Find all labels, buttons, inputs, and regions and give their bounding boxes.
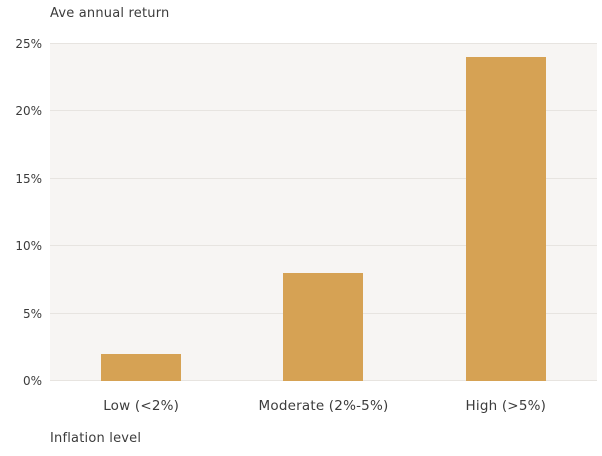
y-axis-title: Ave annual return <box>50 6 170 21</box>
x-axis-title: Inflation level <box>50 431 142 446</box>
y-tick-label: 5% <box>22 306 42 321</box>
bar-slot <box>50 44 232 381</box>
bar-slot <box>415 44 597 381</box>
y-tick-label: 15% <box>15 171 42 186</box>
bar <box>101 354 182 381</box>
bar <box>283 273 364 381</box>
y-tick-label: 20% <box>15 104 42 119</box>
x-tick-label: Low (<2%) <box>103 398 180 414</box>
x-tick-label: High (>5%) <box>465 398 547 414</box>
gridline <box>50 177 597 179</box>
gridline <box>50 245 597 247</box>
y-tick-label: 10% <box>15 239 42 254</box>
gridline <box>50 110 597 112</box>
y-tick-label: 0% <box>22 374 42 388</box>
plot-area <box>50 43 597 381</box>
x-tick-label: Moderate (2%-5%) <box>258 398 389 414</box>
bar <box>465 57 546 381</box>
bars-container <box>50 44 597 381</box>
gridline <box>50 43 597 44</box>
y-axis: 0% 5% 10% 15% 20% 25% <box>0 37 42 388</box>
bar-slot <box>232 44 414 381</box>
x-axis-labels: Low (<2%) Moderate (2%-5%) High (>5%) <box>50 398 597 414</box>
y-tick-label: 25% <box>15 37 42 51</box>
